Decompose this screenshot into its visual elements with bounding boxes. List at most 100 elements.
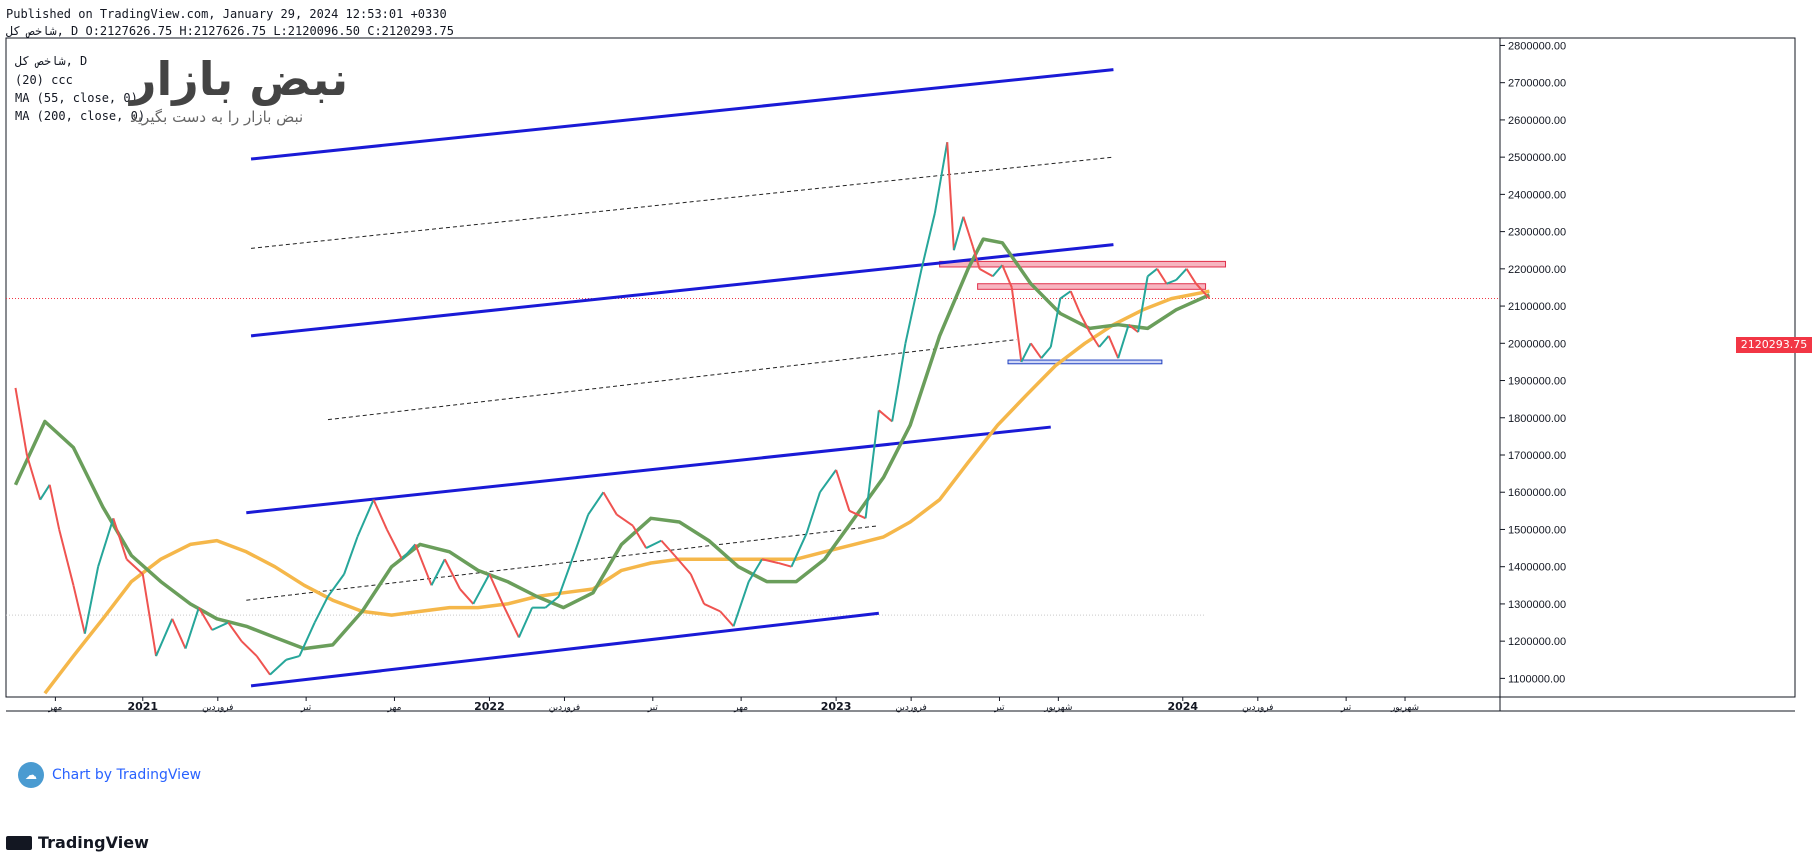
price-candle (211, 621, 229, 631)
price-candle (777, 562, 792, 568)
price-candle (904, 268, 923, 344)
price-candle (269, 659, 287, 676)
legend-ma55[interactable]: MA (55, close, 0) (15, 91, 138, 105)
y-tick-label: 1700000.00 (1508, 450, 1566, 462)
price-candle (141, 573, 158, 657)
price-candle (443, 558, 461, 590)
y-tick-label: 2800000.00 (1508, 40, 1566, 52)
ma55-line (13, 237, 1211, 651)
dashed-trendline (327, 339, 1017, 421)
x-tick-label: فروردین (549, 703, 580, 713)
price-candle (1175, 268, 1188, 281)
price-candle (97, 517, 115, 567)
x-tick-label: 2021 (127, 700, 158, 713)
price-candle (616, 513, 634, 527)
price-candle (72, 585, 86, 634)
y-tick-label: 2100000.00 (1508, 301, 1566, 313)
price-candle (819, 469, 837, 493)
price-candle (58, 529, 75, 586)
price-candle (227, 621, 243, 642)
tradingview-footer-label: TradingView (38, 833, 149, 852)
y-tick-label: 2300000.00 (1508, 227, 1566, 239)
brand-logo: نبض بازار (130, 52, 349, 106)
price-candle (992, 264, 1004, 277)
price-candle (878, 409, 893, 423)
x-tick-label: تیر (1340, 703, 1352, 713)
price-candle (631, 525, 648, 549)
chart-by-tradingview[interactable]: ☁ Chart by TradingView (18, 762, 201, 788)
y-tick-label: 2200000.00 (1508, 264, 1566, 276)
publish-info: Published on TradingView.com, January 29… (6, 7, 447, 21)
price-candle (544, 595, 560, 609)
y-tick-label: 1900000.00 (1508, 376, 1566, 388)
y-tick-label: 1800000.00 (1508, 413, 1566, 425)
price-candle (864, 410, 880, 519)
y-tick-label: 2500000.00 (1508, 152, 1566, 164)
price-candle (517, 607, 534, 638)
y-tick-label: 2600000.00 (1508, 115, 1566, 127)
price-candle (673, 554, 692, 575)
price-candle (39, 484, 51, 501)
support-resistance-zone (939, 260, 1227, 268)
price-candle (25, 454, 42, 500)
channel-trendline (250, 68, 1114, 161)
x-tick-label: فروردین (1242, 703, 1273, 713)
price-candle (255, 655, 271, 676)
price-candle (488, 573, 504, 605)
price-candle (732, 581, 750, 627)
price-candle (240, 640, 258, 657)
x-tick-label: تیر (993, 703, 1005, 713)
channel-trendline (250, 611, 880, 688)
price-candle (125, 558, 144, 575)
legend-indicator-ccc[interactable]: (20) ccc (15, 73, 73, 87)
brand-slogan: نبض بازار را به دست بگیرید (130, 108, 304, 126)
price-candle (587, 491, 605, 516)
y-tick-label: 1500000.00 (1508, 524, 1566, 536)
x-tick-label: 2024 (1167, 700, 1198, 713)
price-candle (1107, 335, 1120, 359)
x-tick-label: مهر (47, 703, 62, 713)
legend-symbol[interactable]: شاخص کل, D (15, 54, 88, 68)
x-tick-label: شهریور (1390, 703, 1419, 713)
price-candle (171, 618, 187, 650)
x-tick-label: شهریور (1043, 703, 1072, 713)
y-tick-label: 1300000.00 (1508, 599, 1566, 611)
legend-ma200[interactable]: MA (200, close, 0) (15, 109, 146, 123)
price-candle (1195, 283, 1211, 300)
tradingview-cloud-icon: ☁ (18, 762, 44, 788)
channel-trendline (250, 243, 1114, 338)
x-tick-label: فروردین (895, 703, 926, 713)
y-tick-label: 2400000.00 (1508, 189, 1566, 201)
x-tick-label: تیر (300, 703, 312, 713)
price-candle (1010, 287, 1023, 363)
y-tick-label: 1400000.00 (1508, 562, 1566, 574)
price-candle (719, 610, 735, 627)
price-candle (920, 212, 936, 270)
price-candle (1069, 290, 1082, 314)
ohlc-readout: شاخص کل, D O:2127626.75 H:2127626.75 L:2… (6, 24, 454, 38)
price-candle (805, 491, 821, 534)
price-candle (1166, 279, 1177, 285)
support-resistance-zone (1007, 359, 1163, 365)
dashed-trendline (246, 525, 879, 601)
price-candle (1059, 290, 1072, 300)
price-candle (557, 551, 576, 597)
tradingview-logo[interactable]: TradingView (6, 833, 149, 852)
price-candle (952, 216, 965, 251)
ma200-line (43, 289, 1210, 695)
price-candle (401, 543, 417, 560)
price-candle (356, 499, 375, 538)
price-candle (343, 536, 359, 575)
last-price-tag: 2120293.75 (1736, 337, 1812, 353)
dashed-trendline (250, 156, 1114, 249)
price-candle (385, 529, 403, 560)
price-candle (946, 142, 955, 251)
plot-frame (5, 37, 1796, 698)
tradingview-mark-icon (6, 835, 32, 850)
price-candle (747, 558, 763, 583)
price-candle (660, 539, 676, 557)
price-candle (285, 655, 300, 661)
price-candle (1029, 342, 1043, 359)
price-candle (1001, 264, 1013, 288)
